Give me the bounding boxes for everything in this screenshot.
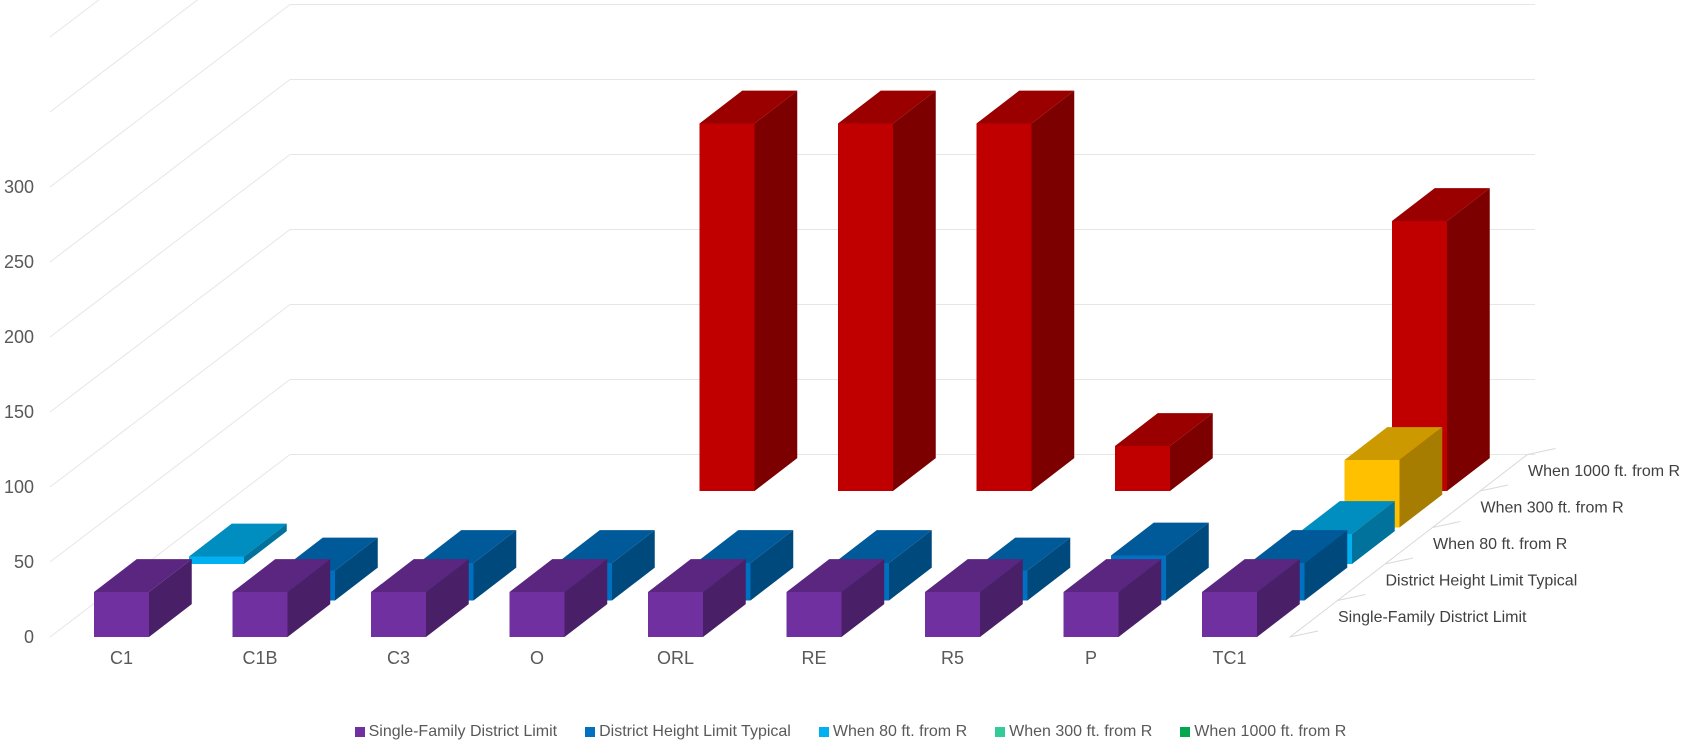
floor-tick [1432,521,1461,528]
axis-labels: 0 50 100 150 200 250 300 C1 C1B C3 O ORL RE R5 P TC1 Sin… [4,177,1680,668]
bar-RE-4 [976,90,1075,492]
x-tick-label: C3 [387,648,410,668]
depth-label: When 300 ft. from R [1481,500,1624,517]
bars [94,90,1490,637]
legend-label: Single-Family District Limit [368,723,558,740]
y-tick-label: 50 [14,552,34,572]
legend-item: When 80 ft. from R [818,723,968,741]
legend-swatch [354,727,365,737]
bar-C1B-0 [232,559,331,637]
x-tick-label: ORL [657,648,694,668]
floor-tick [1384,557,1414,565]
gridline-side [49,0,199,113]
x-tick-label: TC1 [1212,648,1246,668]
bar-C1-2 [189,523,287,564]
legend-swatch [1180,727,1191,737]
floor-tick [1479,484,1509,492]
bar-C1-0 [94,559,192,637]
gridline-side [49,454,291,638]
legend-label: When 80 ft. from R [832,723,968,740]
bar-RE-0 [786,559,885,637]
legend-label: District Height Limit Typical [599,723,791,740]
x-tick-label: P [1085,648,1097,668]
y-tick-label: 100 [4,477,34,497]
legend-item: Single-Family District Limit [354,723,558,741]
x-tick-label: RE [801,648,826,668]
y-tick-label: 150 [4,402,34,422]
bar-P-0 [1063,559,1162,637]
legend-item: When 300 ft. from R [995,723,1152,741]
gridline-side [49,0,100,38]
legend-label: When 300 ft. from R [1009,723,1153,740]
bar-R5-4 [1115,413,1213,491]
floor-tick [1337,594,1366,601]
legend-item: District Height Limit Typical [585,723,791,741]
legend-swatch [995,727,1006,737]
floor-edge [1289,454,1528,638]
floor-tick [1289,630,1319,638]
x-tick-label: C1B [242,648,277,668]
legend-label: When 1000 ft. from R [1194,723,1347,740]
x-tick-label: R5 [941,648,964,668]
bar-O-0 [509,559,608,637]
x-tick-label: O [530,648,544,668]
gridline-side [49,304,291,488]
legend-item: When 1000 ft. from R [1180,723,1346,741]
legend-swatch [818,727,829,737]
floor-tick [1527,448,1556,455]
bar-ORL-4 [838,90,936,492]
depth-label: Single-Family District Limit [1338,609,1527,626]
legend: Single-Family District Limit District Hei… [0,723,1701,741]
gridline-side [49,79,291,263]
gridline-side [49,154,291,338]
bar-ORL-0 [648,559,746,637]
y-tick-label: 200 [4,327,34,347]
bar-R5-0 [925,559,1023,637]
bar-TC1-0 [1202,559,1300,637]
legend-swatch [585,727,596,737]
depth-label: When 80 ft. from R [1433,536,1567,553]
gridline-side [49,4,291,188]
bar-O-4 [699,90,798,492]
y-tick-label: 0 [24,627,34,647]
gridline-side [49,379,291,563]
bar-C3-0 [371,559,469,637]
depth-label: District Height Limit Typical [1386,573,1578,590]
x-tick-label: C1 [110,648,133,668]
depth-label: When 1000 ft. from R [1528,463,1680,480]
y-tick-label: 300 [4,177,34,197]
y-tick-label: 250 [4,252,34,272]
gridline-side [49,229,291,413]
